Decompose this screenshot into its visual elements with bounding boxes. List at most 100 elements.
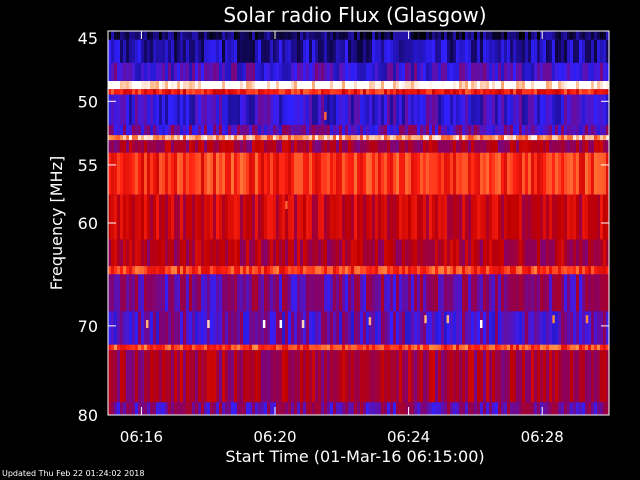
spectrum-cell [399, 94, 403, 125]
spectrum-cell [405, 194, 409, 240]
spectrum-cell [564, 266, 568, 275]
spectrum-cell [546, 266, 550, 275]
spectrum-cell [384, 152, 388, 195]
spectrum-cell [141, 266, 145, 275]
spectrum-cell [261, 135, 265, 141]
spectrum-cell [510, 194, 514, 240]
spectrum-cell [192, 152, 196, 195]
spectrum-cell [261, 239, 265, 267]
spectrum-cell [387, 135, 391, 141]
spectrum-cell [507, 402, 511, 415]
spectrum-cell [519, 152, 523, 195]
spectrum-cell [198, 94, 202, 125]
spectrum-cell [414, 80, 418, 90]
spectrum-cell [219, 62, 223, 81]
spectrum-cell [117, 402, 121, 415]
spectrum-cell [519, 344, 523, 351]
spectrum-cell [306, 194, 310, 240]
spectrum-cell [417, 239, 421, 267]
spectrum-cell [114, 140, 118, 153]
spectrum-cell [177, 94, 181, 125]
spectrum-cell [216, 194, 220, 240]
spectrum-band [108, 135, 610, 141]
spectrum-cell [261, 274, 265, 312]
spectrum-cell [420, 39, 424, 63]
spectrum-cell [276, 344, 280, 351]
spectrum-cell [225, 135, 229, 141]
spectrum-cell [456, 39, 460, 63]
spectrum-cell [573, 39, 577, 63]
spectrum-cell [201, 94, 205, 125]
spectrum-cell [456, 274, 460, 312]
spectrum-cell [141, 152, 145, 195]
spectrum-cell [270, 344, 274, 351]
spectrum-cell [495, 239, 499, 267]
spectrum-cell [576, 31, 580, 40]
spectrum-cell [591, 350, 595, 403]
spectrum-cell [162, 80, 166, 90]
spectrum-cell [138, 344, 142, 351]
spectrum-cell [354, 94, 358, 125]
spectrum-cell [183, 194, 187, 240]
spectrum-cell [234, 152, 238, 195]
spectrum-cell [246, 239, 250, 267]
spectrum-cell [402, 94, 406, 125]
spectrum-cell [411, 194, 415, 240]
spectrum-cell [288, 402, 292, 415]
spectrum-cell [198, 31, 202, 40]
spectrum-cell [546, 344, 550, 351]
spectrum-cell [390, 266, 394, 275]
spectrum-cell [480, 39, 484, 63]
spectrum-cell [339, 89, 343, 95]
spectrum-cell [543, 62, 547, 81]
spectrum-cell [570, 152, 574, 195]
spectrum-cell [261, 344, 265, 351]
spectrum-cell [474, 124, 478, 136]
spectrum-cell [447, 152, 451, 195]
spectrum-cell [597, 135, 601, 141]
spectrum-cell [354, 62, 358, 81]
spectrum-cell [603, 274, 607, 312]
spectrum-cell [387, 31, 391, 40]
spectrum-cell [492, 152, 496, 195]
spectrum-cell [207, 31, 211, 40]
spectrum-cell [606, 274, 610, 312]
spectrum-cell [312, 402, 316, 415]
spectrum-cell [468, 31, 472, 40]
spectrum-cell [351, 239, 355, 267]
spectrum-cell [273, 152, 277, 195]
spectrum-cell [267, 266, 271, 275]
spectrum-cell [516, 89, 520, 95]
spectrum-cell [210, 402, 214, 415]
spectrum-cell [570, 402, 574, 415]
spectrum-cell [138, 89, 142, 95]
spectrum-cell [252, 39, 256, 63]
y-tick-label: 45 [78, 29, 98, 48]
spectrum-cell [303, 311, 307, 345]
spectrum-cell [432, 350, 436, 403]
spectrum-cell [585, 89, 589, 95]
spectrum-cell [543, 80, 547, 90]
spectrum-cell [594, 124, 598, 136]
spectrum-cell [213, 80, 217, 90]
spectrum-cell [312, 152, 316, 195]
spectrum-cell [246, 311, 250, 345]
spectrum-cell [594, 152, 598, 195]
spectrum-cell [501, 62, 505, 81]
spectrum-cell [132, 80, 136, 90]
spectrum-cell [318, 135, 322, 141]
spectrum-cell [369, 311, 373, 345]
spectrum-cell [273, 266, 277, 275]
spectrum-cell [336, 80, 340, 90]
spectrum-cell [594, 266, 598, 275]
spectrum-cell [459, 124, 463, 136]
spectrum-cell [582, 266, 586, 275]
spectrum-cell [186, 239, 190, 267]
spectrum-cell [186, 274, 190, 312]
spectrum-cell [270, 89, 274, 95]
spectrum-cell [459, 31, 463, 40]
spectrum-cell [486, 350, 490, 403]
spectrum-cell [342, 152, 346, 195]
spectrum-cell [249, 94, 253, 125]
spectrum-cell [522, 402, 526, 415]
